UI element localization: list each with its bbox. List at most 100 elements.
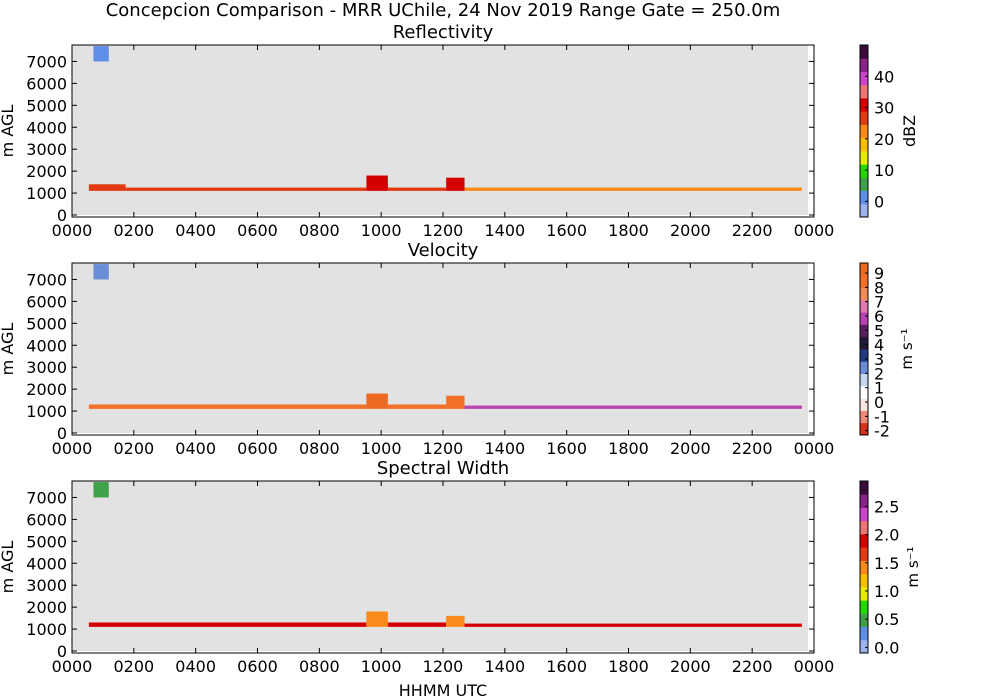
colorbar-segment bbox=[860, 45, 868, 59]
y-tick-label: 0 bbox=[57, 206, 67, 225]
y-tick-label: 6000 bbox=[26, 74, 67, 93]
data-layer bbox=[88, 46, 802, 191]
colorbar-segment bbox=[860, 71, 868, 86]
colorbar-tick-label: -1 bbox=[874, 407, 890, 426]
y-tick-label: 5000 bbox=[26, 96, 67, 115]
x-tick-label: 1600 bbox=[546, 221, 587, 240]
colorbar-segment bbox=[860, 600, 868, 614]
x-tick-label: 0800 bbox=[299, 221, 340, 240]
colorbar-segment bbox=[860, 203, 868, 218]
colorbar-segment bbox=[860, 324, 868, 338]
data-region bbox=[88, 404, 367, 409]
panel-title: Spectral Width bbox=[377, 458, 509, 479]
x-tick-label: 0200 bbox=[113, 439, 154, 458]
y-tick-label: 3000 bbox=[26, 140, 67, 159]
colorbar-label: dBZ bbox=[900, 115, 919, 147]
y-tick-label: 1000 bbox=[26, 184, 67, 203]
colorbar-tick-label: 10 bbox=[874, 161, 894, 180]
colorbar-segment bbox=[860, 177, 868, 192]
data-region bbox=[93, 482, 109, 498]
data-region bbox=[387, 404, 447, 409]
colorbar-frame bbox=[859, 480, 869, 654]
colorbar-tick-label: 0.5 bbox=[874, 610, 899, 629]
x-axis: 0000 0200 0400 0600 0800 1000 1200 1400 1600 1800… bbox=[52, 481, 834, 676]
colorbar-segment bbox=[860, 560, 868, 575]
data-region bbox=[464, 623, 802, 627]
y-tick-label: 7000 bbox=[26, 488, 67, 507]
colorbar-tick-label: 2 bbox=[874, 364, 884, 383]
colorbar-tick-label: 3 bbox=[874, 350, 884, 369]
y-tick-label: 0 bbox=[57, 642, 67, 661]
y-tick-label: 7000 bbox=[26, 52, 67, 71]
colorbar-segment bbox=[860, 547, 868, 561]
panel-reflectivity: Reflectivity 0000 0200 0400 0600 0800 1000 120… bbox=[0, 22, 919, 240]
colorbar: 0.0 0.5 1.0 1.5 2.0 2.5 bbox=[859, 480, 899, 657]
colorbar-tick-label: 9 bbox=[874, 264, 884, 283]
y-tick-label: 7000 bbox=[26, 270, 67, 289]
colorbar-segment bbox=[860, 299, 868, 313]
colorbar-tick-label: 7 bbox=[874, 293, 884, 312]
colorbar-segment bbox=[860, 398, 868, 411]
colorbar-segment bbox=[860, 150, 868, 165]
colorbar-tick-label: 4 bbox=[874, 336, 884, 355]
y-tick-label: 6000 bbox=[26, 292, 67, 311]
colorbar-label: m s⁻¹ bbox=[898, 328, 916, 369]
y-axis-label: m AGL bbox=[0, 323, 17, 376]
x-axis: 0000 0200 0400 0600 0800 1000 1200 1400 1600 1800… bbox=[52, 263, 835, 458]
x-tick-label: 1200 bbox=[423, 221, 464, 240]
y-tick-label: 3000 bbox=[26, 576, 67, 595]
data-region bbox=[366, 393, 388, 409]
x-tick-label: 0200 bbox=[113, 657, 154, 676]
colorbar-tick-label: 40 bbox=[874, 67, 894, 86]
x-tick-label: 1800 bbox=[608, 439, 649, 458]
y-axis: 0 1000 2000 3000 4000 5000 6000 7000 bbox=[26, 52, 814, 225]
colorbar-tick-label: 5 bbox=[874, 321, 884, 340]
colorbar-segment bbox=[860, 533, 868, 548]
x-tick-label: 2200 bbox=[732, 221, 773, 240]
colorbar-segment bbox=[860, 275, 868, 289]
colorbar-segment bbox=[860, 481, 868, 495]
x-tick-label: 1200 bbox=[423, 657, 464, 676]
colorbar-segment bbox=[860, 626, 868, 641]
x-axis: 0000 0200 0400 0600 0800 1000 1200 1400 1600 1800… bbox=[52, 45, 834, 240]
colorbar-segment bbox=[860, 520, 868, 535]
x-tick-label: 0400 bbox=[175, 439, 216, 458]
colorbar-segment bbox=[860, 494, 868, 508]
x-tick-label: 0800 bbox=[299, 657, 340, 676]
data-layer bbox=[88, 482, 802, 627]
colorbar-segment bbox=[860, 573, 868, 588]
colorbar-segment bbox=[860, 111, 868, 125]
colorbar-frame bbox=[859, 44, 869, 218]
y-tick-label: 3000 bbox=[26, 358, 67, 377]
y-tick-label: 2000 bbox=[26, 380, 67, 399]
colorbar-tick-label: 0 bbox=[874, 393, 884, 412]
colorbar-segment bbox=[860, 164, 868, 178]
colorbar: 0 10 20 30 40 bbox=[859, 44, 894, 218]
y-tick-label: 2000 bbox=[26, 162, 67, 181]
colorbar-segment bbox=[860, 336, 868, 350]
y-tick-label: 4000 bbox=[26, 554, 67, 573]
y-axis: 0 1000 2000 3000 4000 5000 6000 7000 bbox=[26, 488, 814, 661]
colorbar-segment bbox=[860, 422, 868, 436]
data-region bbox=[464, 187, 802, 191]
colorbar-tick-label: 30 bbox=[874, 99, 894, 118]
colorbar-segment bbox=[860, 613, 868, 628]
colorbar-tick-label: -2 bbox=[874, 422, 890, 441]
x-tick-label: 0000 bbox=[52, 221, 93, 240]
colorbar-segment bbox=[860, 639, 868, 654]
x-tick-label: 0800 bbox=[299, 439, 340, 458]
y-tick-label: 0 bbox=[57, 424, 67, 443]
colorbar-tick-label: 2.0 bbox=[874, 526, 899, 545]
x-tick-label: 1000 bbox=[361, 221, 402, 240]
x-tick-label: 1000 bbox=[361, 657, 402, 676]
colorbar-segment bbox=[860, 287, 868, 301]
y-tick-label: 4000 bbox=[26, 336, 67, 355]
data-region bbox=[125, 187, 367, 191]
x-tick-label: 1800 bbox=[608, 221, 649, 240]
x-tick-label: 0400 bbox=[175, 657, 216, 676]
colorbar-segment bbox=[860, 349, 868, 362]
colorbar-segment bbox=[860, 97, 868, 112]
x-tick-label: 0000 bbox=[794, 439, 835, 458]
y-tick-label: 5000 bbox=[26, 314, 67, 333]
